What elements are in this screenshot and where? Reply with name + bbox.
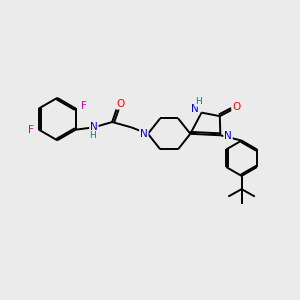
Text: O: O xyxy=(116,99,124,109)
Text: N: N xyxy=(90,122,98,132)
Text: H: H xyxy=(89,131,96,140)
Text: N: N xyxy=(224,131,232,142)
Text: N: N xyxy=(140,129,148,139)
Text: F: F xyxy=(81,100,87,110)
Text: F: F xyxy=(28,125,34,135)
Text: O: O xyxy=(232,102,240,112)
Text: H: H xyxy=(195,97,202,106)
Text: N: N xyxy=(191,104,199,114)
